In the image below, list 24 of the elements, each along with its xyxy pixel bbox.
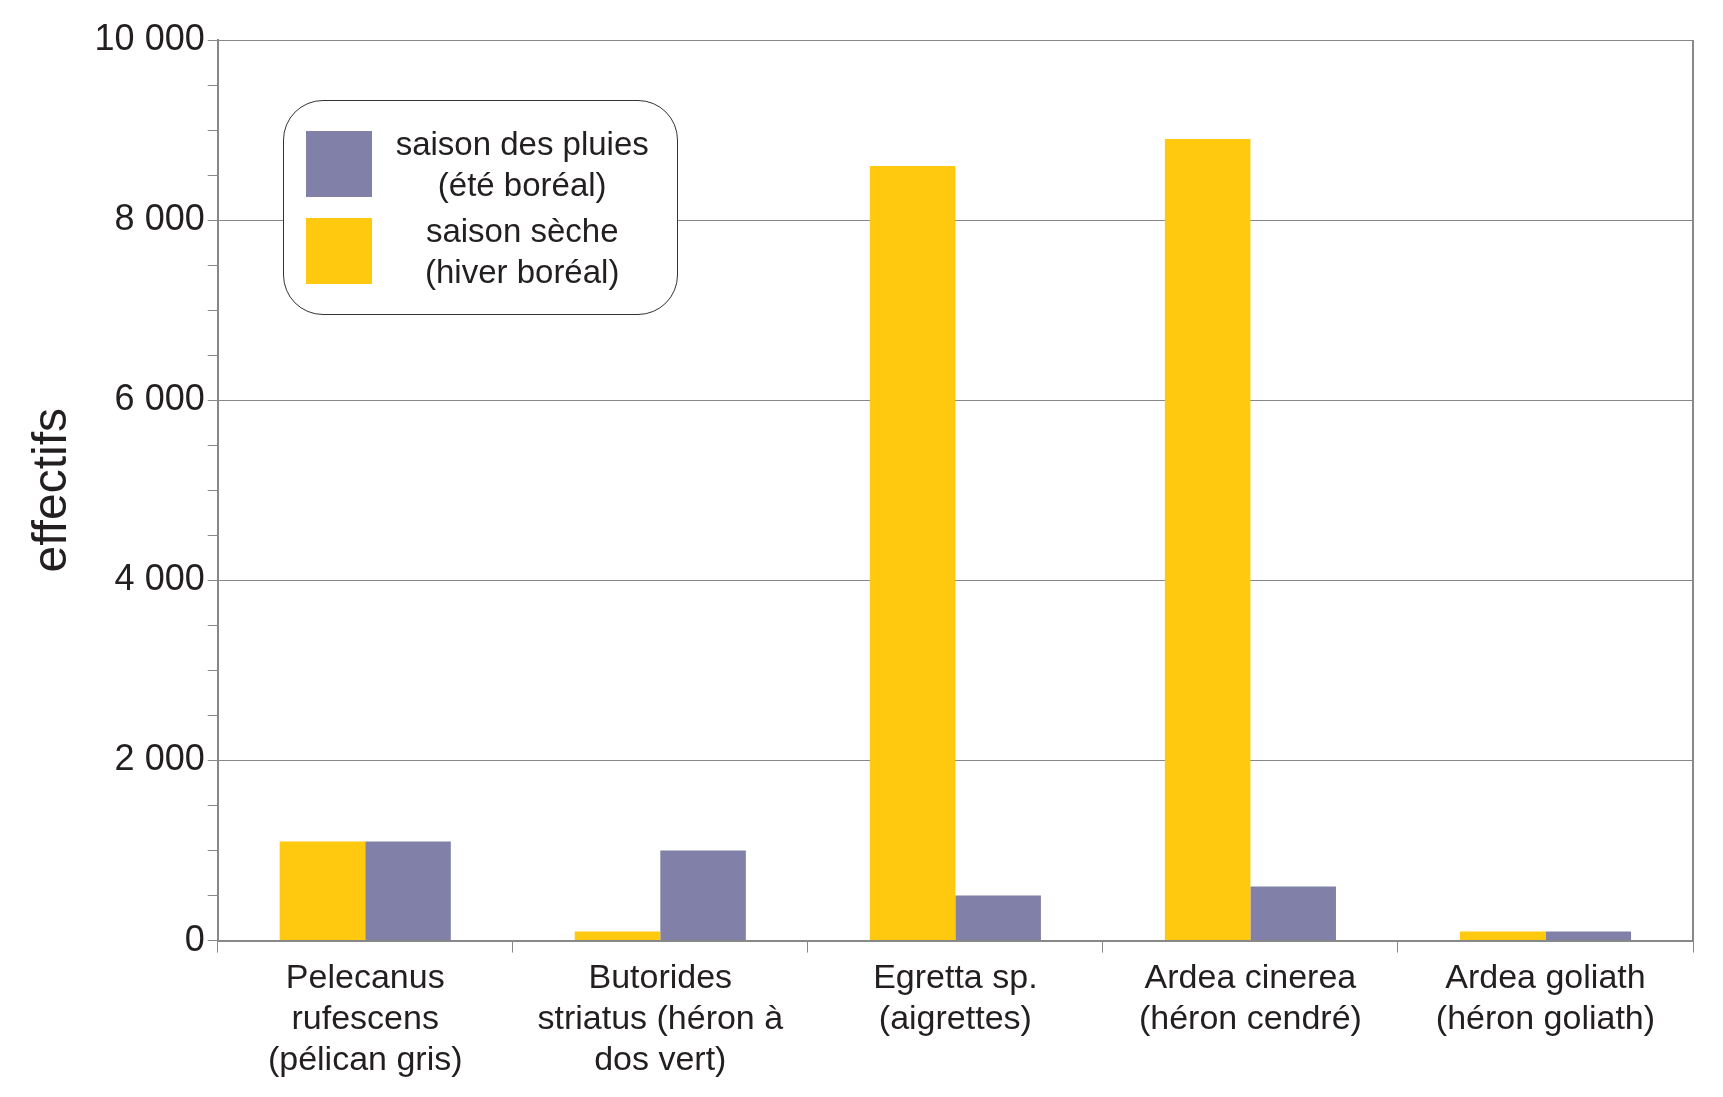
bar (1250, 886, 1336, 941)
y-axis-title: effectifs (23, 408, 77, 573)
bar (660, 850, 746, 941)
legend-label: saison des pluies (été boréal) (394, 124, 650, 206)
x-tick-label: Ardea goliath (héron goliath) (1435, 957, 1656, 1037)
x-tick-label: Egretta sp. (aigrettes) (873, 957, 1038, 1037)
y-tick-label: 6 000 (114, 377, 205, 419)
bar (1164, 139, 1251, 941)
y-tick-label: 4 000 (114, 557, 205, 599)
x-tick-label: Ardea cinerea (héron cendré) (1138, 957, 1362, 1037)
bar (365, 841, 451, 941)
x-tick-label: Pelecanus rufescens (pélican gris) (267, 957, 463, 1077)
bar (574, 931, 661, 941)
bar (869, 166, 956, 941)
legend-label: saison sèche (hiver boréal) (424, 210, 621, 292)
bar (1545, 931, 1632, 941)
y-tick-label: 0 (184, 917, 205, 959)
y-tick-label: 8 000 (114, 197, 205, 239)
x-tick-label: Butorides striatus (héron à dos vert) (537, 957, 784, 1077)
y-tick-label: 2 000 (114, 737, 205, 779)
bar (955, 895, 1041, 941)
y-tick-label: 10 000 (94, 16, 205, 58)
bar (279, 841, 366, 941)
bar (1459, 931, 1546, 941)
